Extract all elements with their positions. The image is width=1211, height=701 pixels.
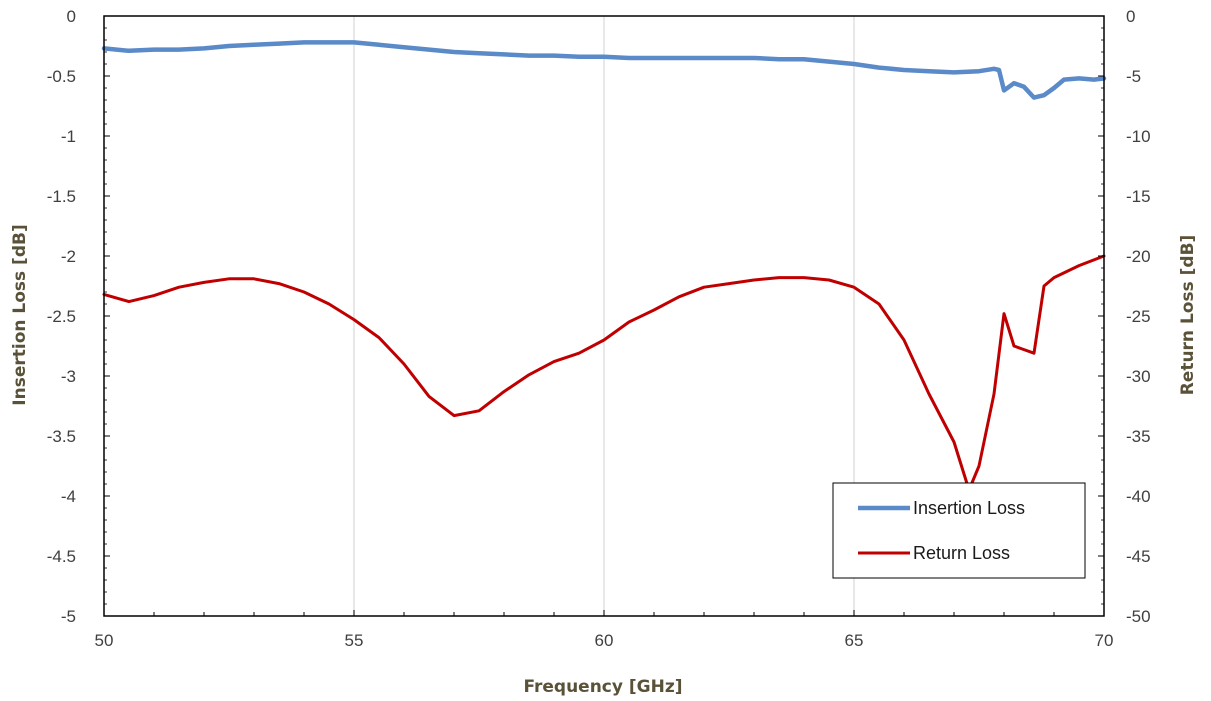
y-left-tick-label: -1.5 xyxy=(47,187,76,206)
y-left-tick-label: -5 xyxy=(61,607,76,626)
legend[interactable]: Insertion Loss Return Loss xyxy=(832,482,1086,579)
y-left-tick-label: -2.5 xyxy=(47,307,76,326)
y-left-tick-label: 0 xyxy=(67,7,76,26)
legend-label-return-loss: Return Loss xyxy=(913,543,1010,563)
y-left-tick-label: -1 xyxy=(61,127,76,146)
y-left-tick-label: -3.5 xyxy=(47,427,76,446)
x-axis-title: Frequency [GHz] xyxy=(523,677,682,697)
series-layer xyxy=(101,40,1107,492)
y-right-tick-label: -30 xyxy=(1126,367,1151,386)
y-right-tick-label: -50 xyxy=(1126,607,1151,626)
y-right-tick-label: -35 xyxy=(1126,427,1151,446)
legend-box xyxy=(832,482,1086,579)
y-right-tick-label: -15 xyxy=(1126,187,1151,206)
y-right-tick-label: -10 xyxy=(1126,127,1151,146)
y-axis-title-right: Return Loss [dB] xyxy=(1178,235,1198,396)
x-tick-label: 60 xyxy=(595,631,614,650)
y-left-tick-label: -0.5 xyxy=(47,67,76,86)
x-tick-label: 55 xyxy=(345,631,364,650)
y-axis-title-left: Insertion Loss [dB] xyxy=(10,224,30,405)
y-left-tick-label: -3 xyxy=(61,367,76,386)
ticks: 50 55 60 65 70 0 -0.5 -1 -1.5 -2 -2.5 -3 -3.5 -4 -4.5 -… xyxy=(47,7,1151,650)
y-left-tick-label: -4.5 xyxy=(47,547,76,566)
legend-label-insertion-loss: Insertion Loss xyxy=(913,498,1025,518)
y-right-tick-label: 0 xyxy=(1126,7,1135,26)
y-right-tick-label: -20 xyxy=(1126,247,1151,266)
series-line-insertion-loss xyxy=(101,40,1107,100)
grid xyxy=(353,16,855,616)
y-right-tick-label: -5 xyxy=(1126,67,1141,86)
x-tick-label: 70 xyxy=(1095,631,1114,650)
x-tick-label: 65 xyxy=(845,631,864,650)
series-line-return-loss xyxy=(102,254,1106,492)
y-right-tick-label: -40 xyxy=(1126,487,1151,506)
y-right-tick-label: -25 xyxy=(1126,307,1151,326)
x-tick-label: 50 xyxy=(95,631,114,650)
y-left-tick-label: -4 xyxy=(61,487,76,506)
y-left-tick-label: -2 xyxy=(61,247,76,266)
y-right-tick-label: -45 xyxy=(1126,547,1151,566)
